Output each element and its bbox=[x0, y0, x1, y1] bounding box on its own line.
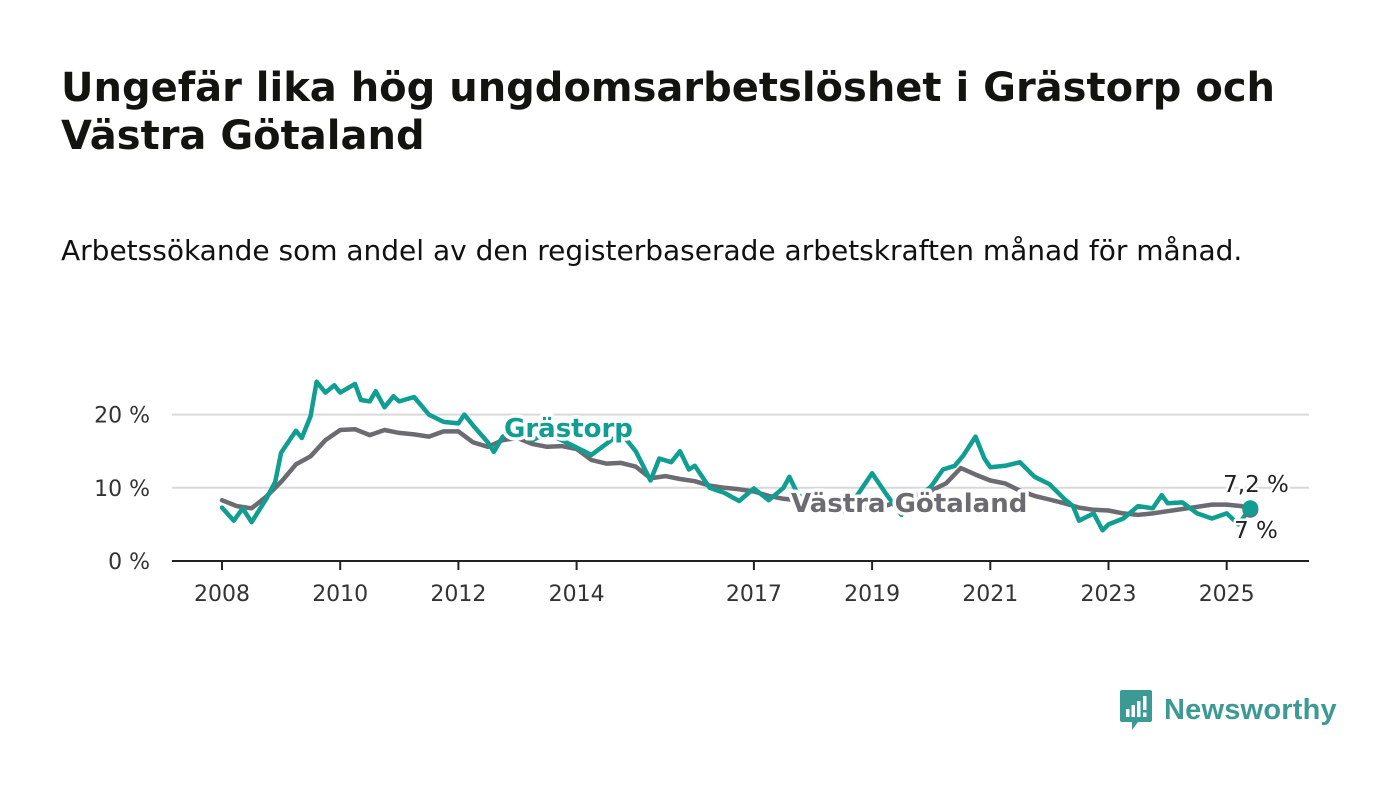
end-value-label-vastra-gotaland: 7 % bbox=[1234, 518, 1278, 544]
series-line-vastra-gotaland bbox=[219, 426, 1253, 518]
end-value-label-grastorp: 7,2 % bbox=[1223, 472, 1289, 498]
newsworthy-logo-icon bbox=[1120, 690, 1152, 730]
x-tick-label: 2012 bbox=[430, 582, 486, 607]
x-tick-label: 2008 bbox=[194, 582, 250, 607]
series-label-grastorp: Grästorp bbox=[504, 414, 633, 444]
x-tick-label: 2023 bbox=[1081, 582, 1137, 607]
x-tick-label: 2017 bbox=[726, 582, 782, 607]
end-marker-grastorp bbox=[1242, 500, 1259, 517]
y-tick-label: 20 % bbox=[94, 404, 150, 429]
chart-title: Ungefär lika hög ungdomsarbetslöshet i G… bbox=[61, 65, 1276, 159]
x-tick-label: 2014 bbox=[549, 582, 605, 607]
newsworthy-logo: Newsworthy bbox=[1118, 690, 1337, 730]
y-tick-label: 10 % bbox=[94, 477, 150, 502]
x-tick-label: 2019 bbox=[844, 582, 900, 607]
chart-subtitle: Arbetssökande som andel av den registerb… bbox=[61, 234, 1243, 267]
newsworthy-logo-text: Newsworthy bbox=[1164, 693, 1337, 726]
y-tick-label: 0 % bbox=[108, 550, 150, 575]
x-tick-label: 2010 bbox=[312, 582, 368, 607]
series-line-grastorp bbox=[219, 379, 1253, 533]
x-tick-label: 2025 bbox=[1199, 582, 1255, 607]
x-tick-label: 2021 bbox=[962, 582, 1018, 607]
series-label-vastra-gotaland: Västra Götaland bbox=[791, 489, 1027, 519]
